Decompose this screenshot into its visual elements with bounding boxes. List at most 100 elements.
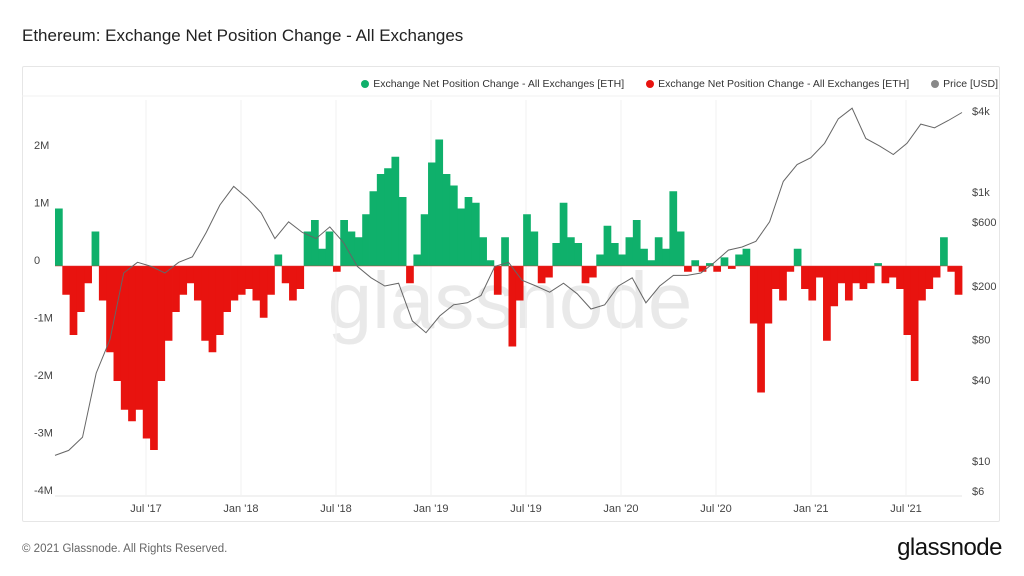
x-tick-label: Jul '18: [320, 503, 351, 515]
inflow-bar: [640, 248, 648, 266]
y-left-tick-label: 2M: [34, 140, 49, 152]
legend-label: Exchange Net Position Change - All Excha…: [373, 78, 625, 90]
inflow-bar: [603, 225, 612, 266]
legend-item-inflow[interactable]: Exchange Net Position Change - All Excha…: [361, 78, 624, 90]
inflow-bar: [647, 260, 656, 266]
outflow-bar: [947, 266, 956, 272]
x-tick-label: Jan '21: [793, 503, 828, 515]
inflow-bar: [676, 231, 685, 266]
inflow-bar: [91, 231, 100, 266]
inflow-bar: [354, 237, 363, 266]
legend: Exchange Net Position Change - All Excha…: [361, 78, 998, 90]
inflow-bar: [303, 231, 312, 266]
inflow-bar: [691, 260, 700, 266]
gray-dot-icon: [931, 80, 940, 88]
outflow-bar: [215, 266, 224, 335]
outflow-bar: [296, 266, 305, 289]
outflow-bar: [281, 266, 290, 284]
outflow-bar: [881, 266, 890, 284]
outflow-bar: [896, 266, 904, 289]
inflow-bar: [793, 248, 802, 266]
inflow-bar: [596, 254, 604, 266]
outflow-bar: [62, 266, 71, 295]
inflow-bar: [449, 185, 458, 266]
inflow-bar: [940, 237, 948, 266]
legend-label: Price [USD]: [943, 78, 998, 90]
inflow-bar: [654, 237, 663, 266]
y-left-tick-label: -3M: [34, 428, 53, 440]
inflow-bar: [464, 197, 473, 266]
price-line: [54, 107, 963, 456]
outflow-bar: [252, 266, 261, 301]
inflow-bar: [705, 263, 714, 266]
inflow-bar: [435, 139, 444, 266]
outflow-bar: [493, 266, 502, 295]
outflow-bar: [84, 266, 92, 284]
outflow-bar: [201, 266, 210, 341]
inflow-bar: [486, 260, 495, 266]
outflow-bar: [713, 266, 722, 272]
outflow-bar: [142, 266, 151, 439]
x-tick-label: Jul '19: [510, 503, 541, 515]
outflow-bar: [808, 266, 817, 301]
y-left-tick-label: 1M: [34, 198, 49, 210]
outflow-bar: [757, 266, 765, 393]
legend-item-price[interactable]: Price [USD]: [931, 78, 998, 90]
inflow-bar: [662, 248, 670, 266]
green-dot-icon: [361, 80, 370, 88]
outflow-bar: [771, 266, 780, 289]
outflow-bar: [267, 266, 275, 295]
outflow-bar: [852, 266, 860, 284]
y-right-tick-label: $10: [972, 456, 990, 468]
outflow-bar: [764, 266, 773, 324]
outflow-bar: [815, 266, 824, 278]
outflow-bar: [910, 266, 919, 381]
inflow-bar: [362, 214, 370, 266]
inflow-bar: [501, 237, 509, 266]
outflow-bar: [406, 266, 414, 284]
outflow-bar: [223, 266, 231, 312]
inflow-bar: [428, 162, 436, 266]
y-right-tick-label: $600: [972, 217, 996, 229]
inflow-bar: [567, 237, 575, 266]
outflow-bar: [245, 266, 253, 289]
inflow-bar: [632, 220, 641, 266]
outflow-bar: [237, 266, 246, 295]
glassnode-logo: glassnode: [897, 534, 1002, 561]
outflow-bar: [128, 266, 136, 422]
inflow-bar: [735, 254, 743, 266]
outflow-bar: [727, 266, 736, 269]
inflow-bar: [369, 191, 378, 266]
outflow-bar: [830, 266, 839, 307]
outflow-bar: [150, 266, 158, 450]
outflow-bar: [684, 266, 692, 272]
outflow-bar: [186, 266, 195, 284]
outflow-bar: [698, 266, 707, 272]
inflow-bar: [479, 237, 487, 266]
outflow-bar: [932, 266, 941, 278]
legend-item-outflow[interactable]: Exchange Net Position Change - All Excha…: [646, 78, 909, 90]
x-tick-label: Jan '19: [413, 503, 448, 515]
outflow-bar: [859, 266, 868, 289]
inflow-bar: [325, 231, 334, 266]
outflow-bar: [157, 266, 166, 381]
outflow-bar: [208, 266, 217, 353]
outflow-bar: [581, 266, 590, 284]
outflow-bar: [135, 266, 144, 410]
inflow-bar: [274, 254, 283, 266]
y-right-tick-label: $1k: [972, 187, 990, 199]
inflow-bar: [384, 168, 392, 266]
outflow-bar: [508, 266, 517, 347]
inflow-bar: [523, 214, 531, 266]
y-left-tick-label: -2M: [34, 370, 53, 382]
chart-title: Ethereum: Exchange Net Position Change -…: [22, 26, 464, 45]
red-dot-icon: [646, 80, 655, 88]
outflow-bar: [179, 266, 188, 295]
outflow-bar: [918, 266, 926, 301]
outflow-bar: [925, 266, 934, 289]
inflow-bar: [874, 263, 882, 266]
outflow-bar: [801, 266, 809, 289]
x-tick-label: Jul '20: [700, 503, 731, 515]
outflow-bar: [837, 266, 846, 284]
chart-panel: [22, 66, 1000, 522]
